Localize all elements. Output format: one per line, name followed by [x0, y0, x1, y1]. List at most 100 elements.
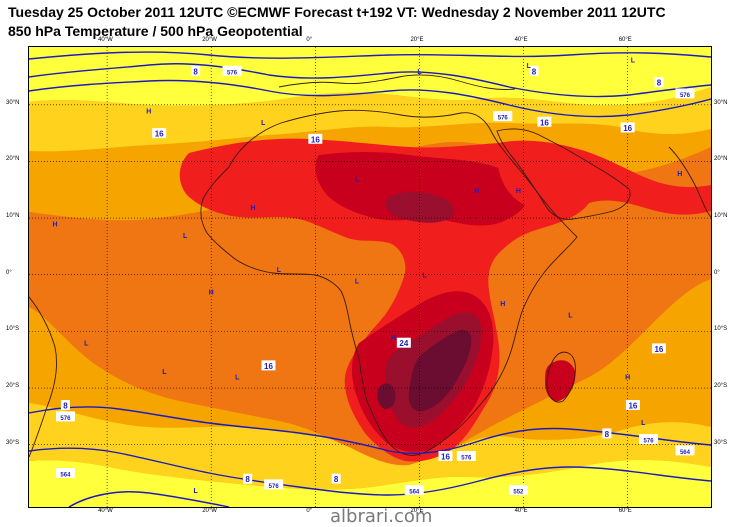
high-pressure-marker: H	[500, 301, 505, 308]
contour-label-text: 564	[680, 450, 691, 456]
contour-label-text: 564	[60, 473, 71, 479]
temp-band-mild-north	[29, 87, 711, 152]
contour-label: 16	[651, 343, 666, 354]
high-pressure-marker: H	[391, 335, 396, 342]
low-pressure-marker: L	[84, 341, 89, 348]
contour-label-text: 8	[193, 67, 198, 76]
low-pressure-marker: L	[162, 369, 167, 376]
latitude-label: 20°N	[6, 156, 20, 163]
contour-label: 576	[456, 451, 476, 462]
high-pressure-marker: H	[209, 290, 214, 297]
latitude-label: 20°N	[714, 156, 728, 163]
contour-label-box	[60, 400, 70, 411]
contour-label-box	[508, 485, 528, 496]
latitude-label: 30°S	[714, 439, 728, 446]
contour-label: 16	[261, 360, 276, 371]
contour-label: 576	[493, 111, 513, 122]
contour-label-text: 16	[654, 345, 663, 354]
contour-label: 8	[602, 428, 612, 439]
south-america-coastline	[29, 296, 58, 458]
contour-label-text: 8	[657, 79, 662, 88]
latitude-label: 10°N	[714, 213, 728, 220]
contour-label-text: 16	[441, 453, 450, 462]
coastlines	[29, 74, 711, 458]
contour-label-box	[602, 428, 612, 439]
contour-label-box	[191, 65, 201, 76]
contour-label-text: 564	[409, 490, 420, 496]
latitude-label: 30°N	[6, 99, 20, 106]
contour-label-text: 552	[513, 490, 524, 496]
title-line-1: Tuesday 25 October 2011 12UTC ©ECMWF For…	[8, 4, 666, 20]
contour-label-box	[651, 343, 666, 354]
low-pressure-marker: L	[355, 278, 360, 285]
contour-label-box	[55, 411, 75, 422]
weather-map: 8 576 16 16 16 16 576 8 576 8 24 16 16 16 8 576 564 8 576 1…	[29, 47, 711, 507]
temp-band-very-hot	[315, 152, 529, 452]
contour-label-text: 8	[532, 67, 537, 76]
contour-label-text: 576	[227, 70, 238, 76]
contour-label-text: 16	[264, 362, 273, 371]
contour-labels: 8 576 16 16 16 16 576 8 576 8 24 16 16 16 8 576 564 8 576 1…	[55, 65, 695, 496]
latitude-label: 10°N	[6, 213, 20, 220]
contour-north-2	[29, 63, 711, 98]
longitude-label: 60°E	[618, 508, 632, 514]
contour-label: 564	[55, 468, 75, 479]
contour-label-box	[456, 451, 476, 462]
madagascar-coastline	[546, 351, 576, 403]
contour-label-box	[331, 473, 341, 484]
low-pressure-marker: L	[261, 120, 266, 127]
contour-label-text: 576	[269, 484, 280, 490]
contour-label-box	[308, 133, 323, 144]
contour-label-box	[438, 451, 453, 462]
longitude-label: 20°E	[410, 508, 424, 514]
contour-label: 8	[191, 65, 201, 76]
temperature-shading	[29, 47, 711, 507]
low-pressure-marker: L	[423, 273, 428, 280]
contour-south-2	[29, 447, 711, 496]
low-pressure-marker: L	[183, 233, 188, 240]
longitude-label: 0°	[306, 508, 313, 514]
high-pressure-marker: H	[52, 222, 57, 229]
contour-label-text: 8	[245, 475, 250, 484]
latitude-label: 20°S	[714, 383, 728, 390]
contour-label-box	[625, 400, 640, 411]
contour-label: 552	[508, 485, 528, 496]
pressure-centers: H H H H H H H H H H L L L L L L L L L L L L L L L	[52, 57, 682, 495]
contour-south-3	[68, 491, 230, 507]
contour-label: 576	[55, 411, 75, 422]
low-pressure-marker: L	[193, 488, 198, 495]
temp-band-madagascar	[545, 360, 576, 402]
contour-label-box	[222, 65, 242, 76]
contour-label: 564	[404, 485, 424, 496]
contour-label: 16	[308, 133, 323, 144]
contour-south-1	[29, 406, 711, 455]
contour-label: 576	[222, 65, 242, 76]
arabia-coastline	[496, 128, 631, 220]
latitude-label: 0°	[6, 269, 12, 276]
contour-label-box	[152, 128, 167, 139]
mediterranean-coastline	[278, 74, 516, 90]
contour-label-box	[620, 122, 635, 133]
latitude-label: 30°S	[6, 439, 20, 446]
high-pressure-marker: H	[516, 188, 521, 195]
low-pressure-marker: L	[355, 176, 360, 183]
contour-label-box	[639, 434, 659, 445]
contour-label: 16	[620, 122, 635, 133]
longitude-label: 60°E	[618, 37, 632, 43]
longitude-label: 40°W	[98, 37, 113, 43]
contour-label-box	[675, 88, 695, 99]
longitude-label: 40°E	[514, 508, 528, 514]
contour-label-text: 8	[605, 430, 610, 439]
contour-label: 24	[396, 337, 411, 348]
contour-label-box	[396, 337, 411, 348]
latitude-label: 20°S	[6, 383, 20, 390]
contour-north-1	[29, 51, 711, 60]
low-pressure-marker: L	[277, 267, 282, 274]
contour-label: 576	[639, 434, 659, 445]
contour-label-text: 576	[461, 456, 472, 462]
contour-label-text: 576	[680, 93, 691, 99]
contour-label-text: 8	[334, 475, 339, 484]
temp-band-cold-north	[29, 47, 711, 106]
latitude-label: 10°S	[6, 326, 20, 333]
contour-label-box	[675, 445, 695, 456]
